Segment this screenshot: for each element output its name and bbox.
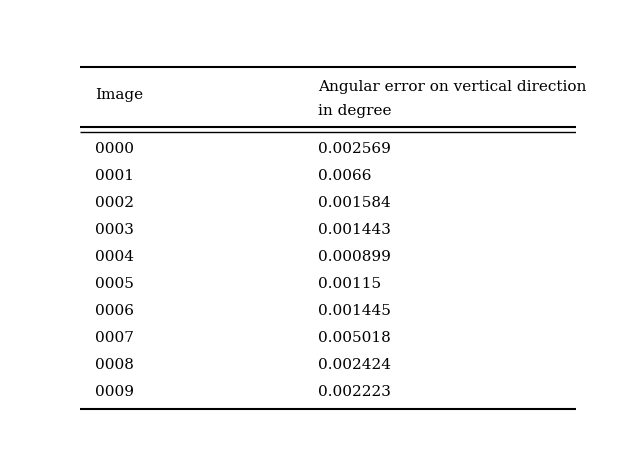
- Text: 0005: 0005: [95, 277, 134, 291]
- Text: Image: Image: [95, 88, 143, 102]
- Text: 0003: 0003: [95, 223, 134, 237]
- Text: in degree: in degree: [318, 104, 392, 118]
- Text: 0.00115: 0.00115: [318, 277, 381, 291]
- Text: 0004: 0004: [95, 250, 134, 264]
- Text: 0002: 0002: [95, 196, 134, 210]
- Text: 0.0066: 0.0066: [318, 169, 372, 183]
- Text: 0009: 0009: [95, 385, 134, 399]
- Text: 0.002424: 0.002424: [318, 358, 391, 372]
- Text: 0.001445: 0.001445: [318, 304, 391, 318]
- Text: 0.001443: 0.001443: [318, 223, 391, 237]
- Text: 0.000899: 0.000899: [318, 250, 391, 264]
- Text: 0000: 0000: [95, 142, 134, 156]
- Text: 0001: 0001: [95, 169, 134, 183]
- Text: 0008: 0008: [95, 358, 134, 372]
- Text: Angular error on vertical direction: Angular error on vertical direction: [318, 80, 586, 94]
- Text: 0006: 0006: [95, 304, 134, 318]
- Text: 0007: 0007: [95, 331, 134, 345]
- Text: 0.002223: 0.002223: [318, 385, 391, 399]
- Text: 0.001584: 0.001584: [318, 196, 391, 210]
- Text: 0.005018: 0.005018: [318, 331, 391, 345]
- Text: 0.002569: 0.002569: [318, 142, 391, 156]
